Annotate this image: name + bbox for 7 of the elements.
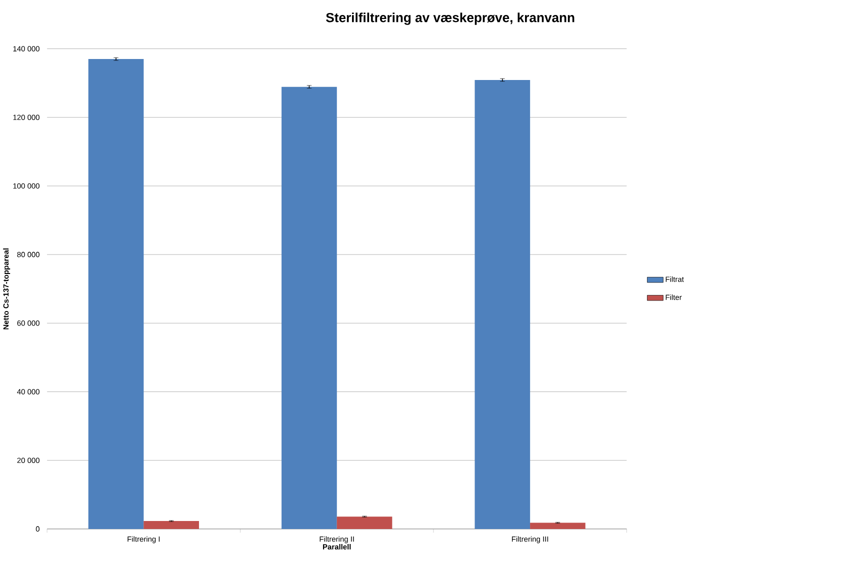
bar <box>282 86 337 529</box>
bar <box>144 520 199 529</box>
bar <box>336 516 392 529</box>
bar <box>474 80 530 529</box>
bar <box>88 58 144 529</box>
chart-title: Sterilfiltrering av væskeprøve, kranvann <box>326 12 574 25</box>
bar <box>530 522 586 529</box>
